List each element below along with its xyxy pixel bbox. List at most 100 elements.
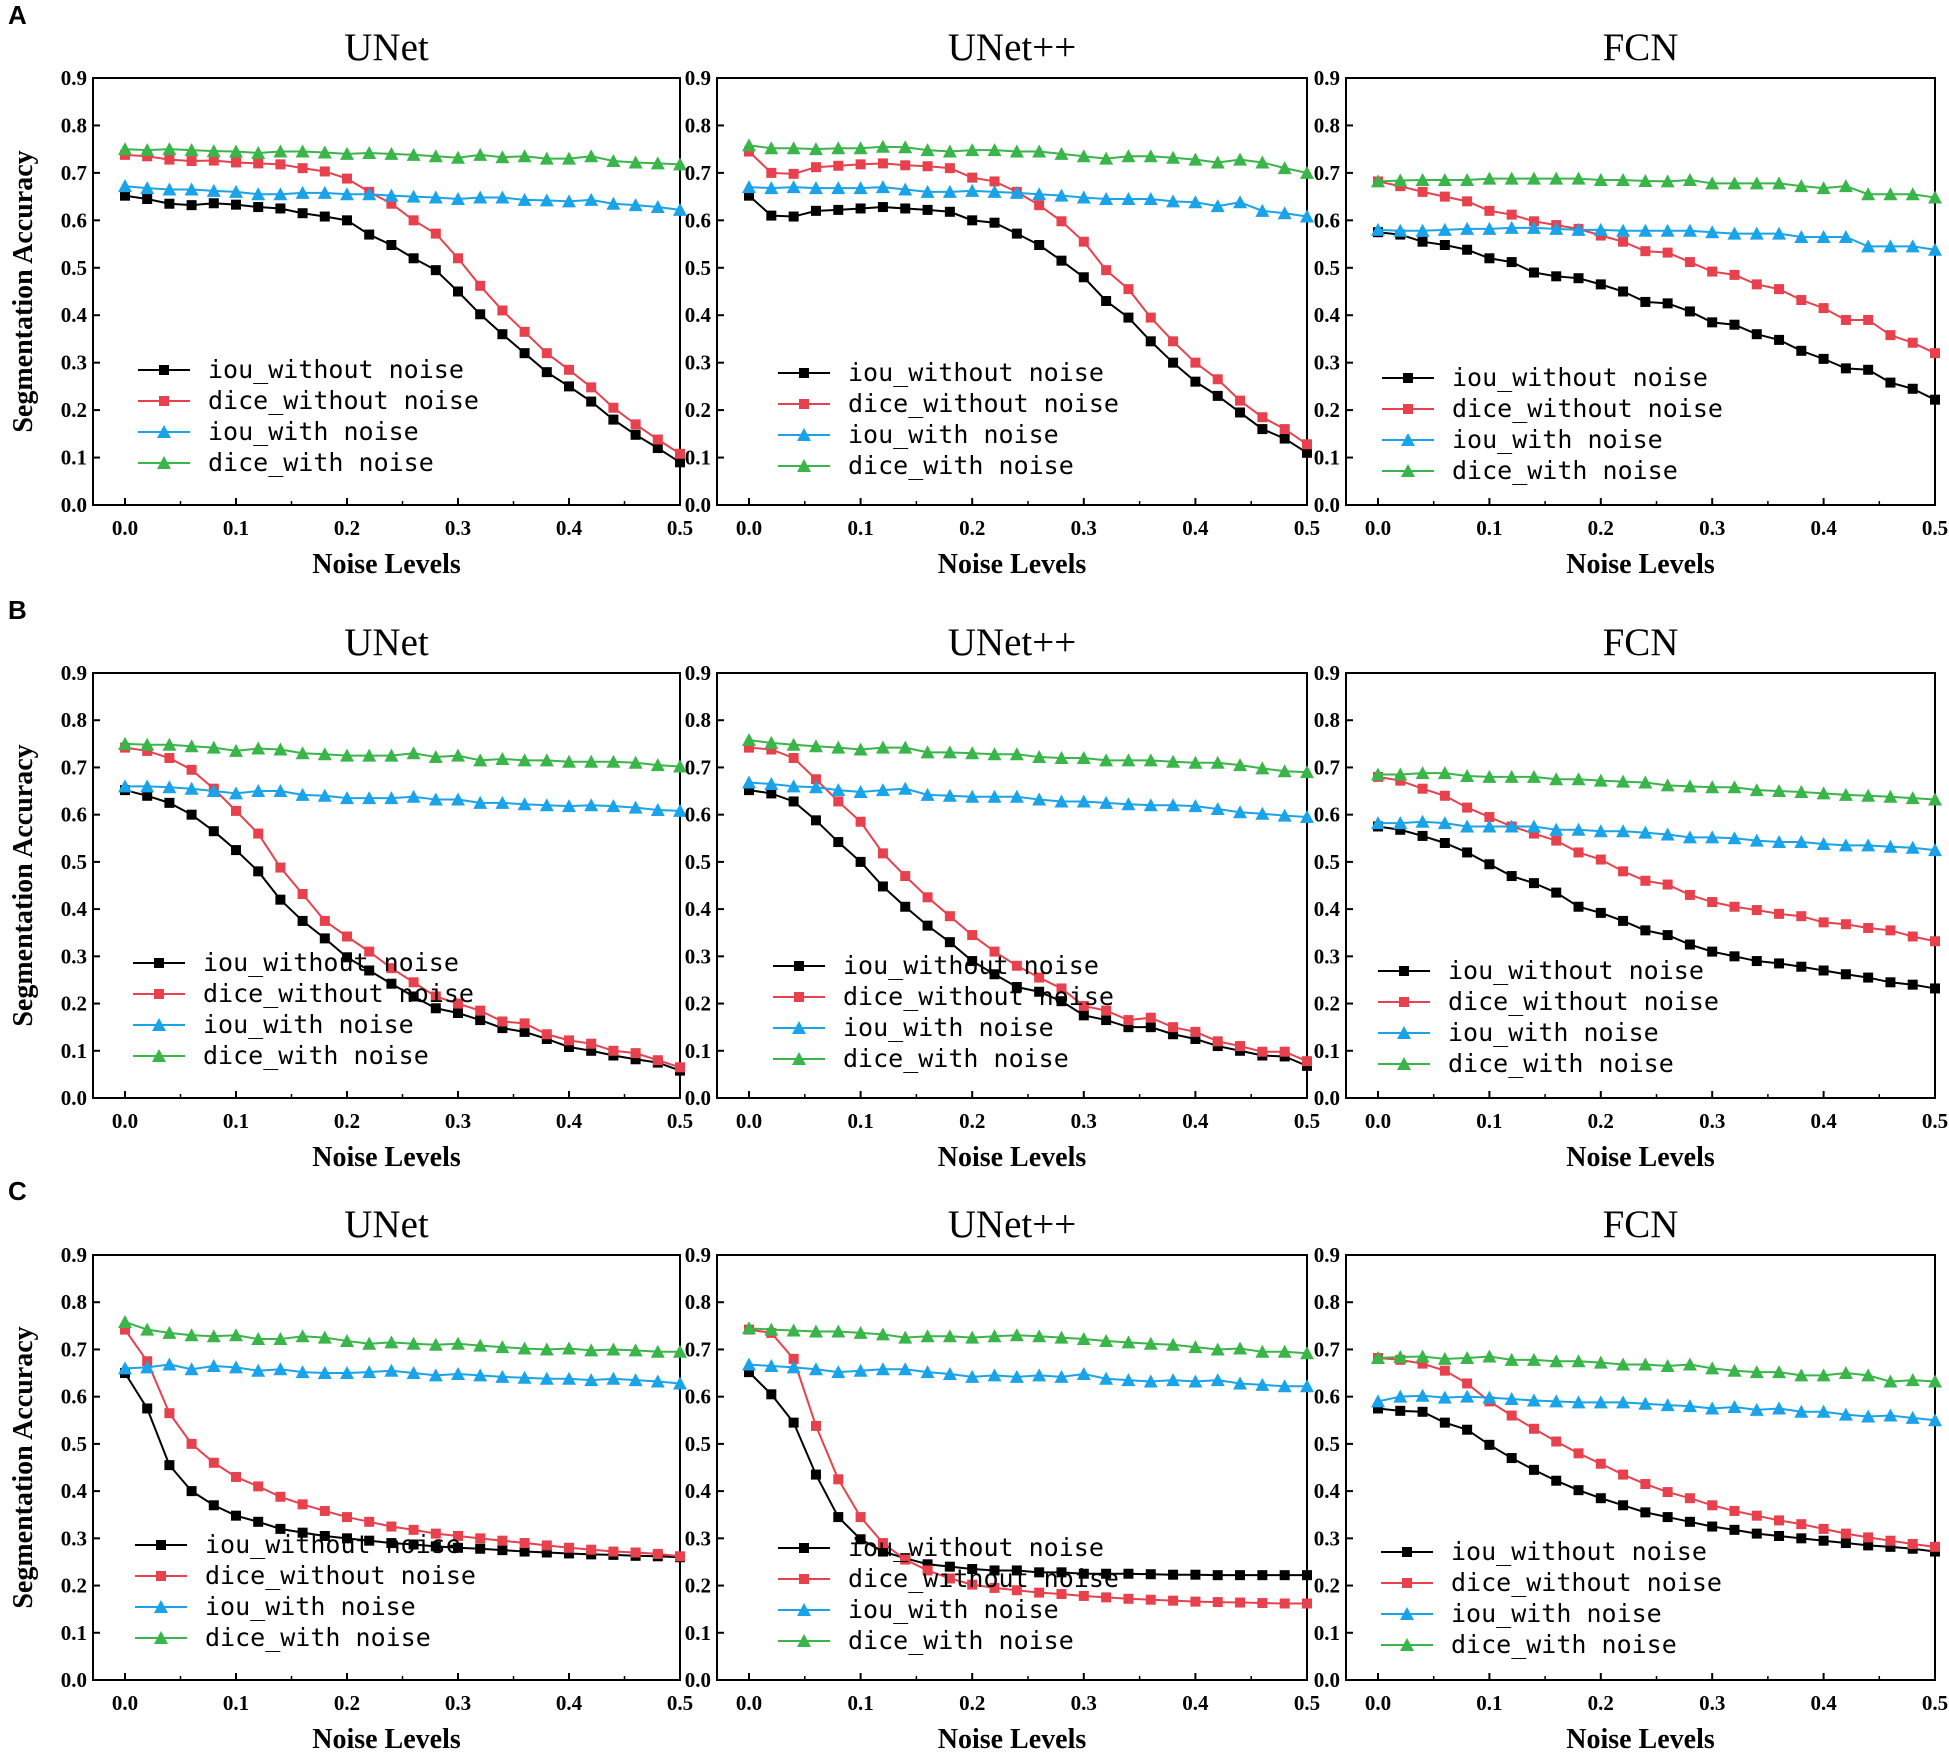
y-tick-label: 0.7 xyxy=(1314,755,1340,779)
data-point xyxy=(406,789,421,803)
data-point xyxy=(1009,789,1024,803)
data-point xyxy=(140,1360,155,1374)
x-tick-label: 0.3 xyxy=(1699,1691,1725,1715)
data-point xyxy=(564,364,574,375)
data-point xyxy=(430,265,441,276)
data-point xyxy=(1143,149,1158,163)
data-point xyxy=(475,1543,486,1554)
legend-marker xyxy=(1402,1547,1412,1557)
y-tick-label: 0.5 xyxy=(1314,256,1340,280)
data-point xyxy=(1840,363,1851,374)
data-point xyxy=(1861,187,1876,201)
data-point xyxy=(584,1373,599,1387)
data-point xyxy=(875,740,890,754)
data-point xyxy=(1907,383,1918,394)
data-point xyxy=(1145,1594,1156,1605)
data-point xyxy=(519,1546,530,1557)
data-point xyxy=(1101,295,1112,306)
y-tick-label: 0.6 xyxy=(61,208,87,232)
data-point xyxy=(1168,1022,1179,1033)
data-point xyxy=(1034,986,1045,997)
series-iou-without-noise xyxy=(1373,821,1940,994)
data-point xyxy=(229,1360,243,1374)
data-point xyxy=(362,187,377,201)
y-tick-label: 0.0 xyxy=(61,1668,87,1692)
legend-marker xyxy=(1397,1026,1411,1039)
legend-entry-dice-with-noise: dice_with noise xyxy=(1452,456,1678,485)
data-point xyxy=(628,1373,643,1387)
data-point xyxy=(384,748,399,762)
data-point xyxy=(1188,799,1203,813)
data-point xyxy=(1549,221,1564,235)
data-point xyxy=(1277,1379,1292,1393)
y-tick-label: 0.0 xyxy=(1314,1086,1340,1110)
data-point xyxy=(1300,209,1314,223)
data-point xyxy=(1616,1395,1631,1409)
data-point xyxy=(495,150,510,164)
data-point xyxy=(1277,161,1292,175)
data-point xyxy=(1838,1366,1853,1380)
data-point xyxy=(1840,919,1851,930)
data-point xyxy=(118,779,132,793)
data-point xyxy=(1482,1349,1497,1363)
data-point xyxy=(297,208,308,219)
x-tick-label: 0.0 xyxy=(1365,1691,1391,1715)
data-point xyxy=(810,815,821,826)
legend-entry-iou-without-noise: iou_without noise xyxy=(848,1533,1104,1562)
data-point xyxy=(1662,879,1673,890)
y-tick-label: 0.4 xyxy=(61,303,88,327)
y-tick-label: 0.8 xyxy=(1314,1290,1340,1314)
data-point xyxy=(408,253,419,264)
data-point xyxy=(295,787,310,801)
data-point xyxy=(517,1341,532,1355)
data-point xyxy=(965,746,980,760)
data-point xyxy=(406,746,421,760)
legend-marker xyxy=(157,425,171,438)
data-point xyxy=(788,1417,799,1428)
data-point xyxy=(1166,798,1181,812)
data-point xyxy=(497,1545,508,1556)
y-tick-label: 0.5 xyxy=(1314,850,1340,874)
data-point xyxy=(1462,802,1473,813)
data-point xyxy=(1818,1523,1829,1534)
data-point xyxy=(251,784,266,798)
data-point xyxy=(1907,931,1918,942)
data-point xyxy=(1302,1570,1312,1581)
data-point xyxy=(766,788,777,799)
data-point xyxy=(406,147,421,161)
data-point xyxy=(675,448,685,459)
data-point xyxy=(1905,187,1920,201)
data-point xyxy=(541,367,552,378)
data-point xyxy=(652,1055,663,1066)
data-point xyxy=(987,747,1002,761)
data-point xyxy=(1751,1510,1762,1521)
data-point xyxy=(229,144,243,158)
data-point xyxy=(1818,303,1829,314)
data-point xyxy=(922,892,933,903)
data-point xyxy=(1729,1505,1740,1516)
data-point xyxy=(875,1327,890,1341)
data-point xyxy=(833,204,844,215)
x-tick-label: 0.5 xyxy=(667,516,693,540)
data-point xyxy=(1930,348,1940,359)
data-point xyxy=(987,1329,1002,1343)
y-tick-label: 0.6 xyxy=(1314,1385,1340,1409)
legend-entry-iou-without-noise: iou_without noise xyxy=(843,951,1099,980)
data-point xyxy=(1056,983,1067,994)
x-tick-label: 0.2 xyxy=(959,516,985,540)
data-point xyxy=(1255,203,1270,217)
data-point xyxy=(1928,242,1942,256)
data-point xyxy=(1190,376,1201,387)
data-point xyxy=(1662,1487,1673,1498)
x-tick-label: 0.3 xyxy=(1699,1109,1725,1133)
data-point xyxy=(788,211,799,222)
data-point xyxy=(231,845,241,856)
data-point xyxy=(1707,1500,1718,1511)
data-point xyxy=(920,143,935,157)
data-point xyxy=(1794,1368,1809,1382)
row-label-b: B xyxy=(8,595,27,625)
data-point xyxy=(630,429,641,440)
data-point xyxy=(519,1538,530,1549)
